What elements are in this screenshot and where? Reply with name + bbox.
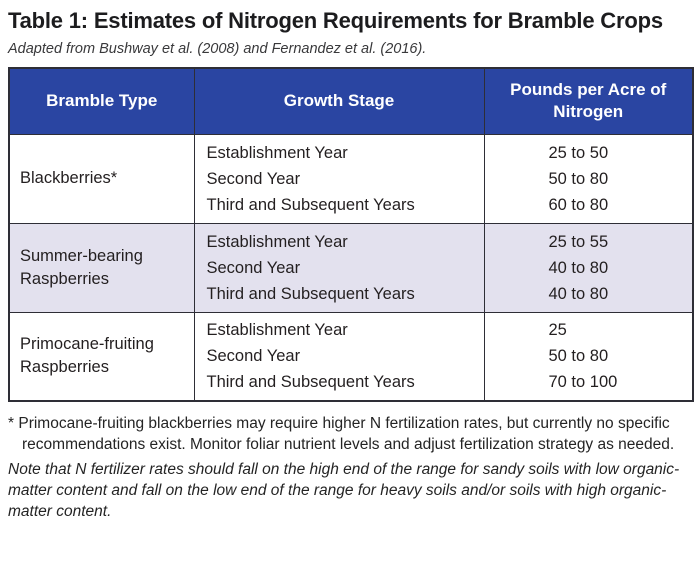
growth-stage-line: Establishment Year	[206, 321, 348, 340]
asterisk-footnote-text: Primocane-fruiting blackberries may requ…	[18, 415, 675, 453]
table-title: Table 1: Estimates of Nitrogen Requireme…	[8, 8, 663, 33]
page: Table 1: Estimates of Nitrogen Requireme…	[8, 8, 698, 522]
table-header-row: Bramble Type Growth Stage Pounds per Acr…	[8, 67, 694, 135]
nitrogen-requirements-table: Bramble Type Growth Stage Pounds per Acr…	[8, 67, 694, 402]
table-row: Primocane-fruiting Raspberries Establish…	[8, 311, 694, 402]
growth-stage-line: Third and Subsequent Years	[206, 373, 415, 392]
growth-stage-line: Second Year	[206, 347, 301, 366]
table-source-citation: Adapted from Bushway et al. (2008) and F…	[8, 41, 427, 57]
growth-stage-line: Second Year	[206, 258, 301, 277]
nitrogen-value-line: 40 to 80	[548, 284, 609, 303]
growth-stage-cell: Establishment Year Second Year Third and…	[193, 133, 485, 224]
bramble-type-cell: Primocane-fruiting Raspberries	[8, 311, 195, 402]
growth-stage-line: Establishment Year	[206, 143, 348, 162]
bramble-type-cell: Summer-bearing Raspberries	[8, 222, 195, 313]
soil-note: Note that N fertilizer rates should fall…	[8, 461, 680, 520]
growth-stage-line: Establishment Year	[206, 232, 348, 251]
nitrogen-value-line: 25 to 55	[548, 232, 609, 251]
nitrogen-value-cell: 25 to 50 50 to 80 60 to 80	[483, 133, 694, 224]
nitrogen-value-line: 70 to 100	[548, 373, 618, 392]
asterisk-footnote: * Primocane-fruiting blackberries may re…	[8, 413, 698, 455]
asterisk-marker: *	[8, 415, 15, 432]
table-notes: * Primocane-fruiting blackberries may re…	[8, 413, 698, 522]
growth-stage-line: Second Year	[206, 169, 301, 188]
nitrogen-value-line: 25 to 50	[548, 143, 609, 162]
nitrogen-value-line: 50 to 80	[548, 347, 609, 366]
nitrogen-value-cell: 25 50 to 80 70 to 100	[483, 311, 694, 402]
table-row: Summer-bearing Raspberries Establishment…	[8, 222, 694, 313]
bramble-type-cell: Blackberries*	[8, 133, 195, 224]
column-header-pounds-per-acre: Pounds per Acre of Nitrogen	[483, 67, 694, 135]
nitrogen-value-cell: 25 to 55 40 to 80 40 to 80	[483, 222, 694, 313]
growth-stage-cell: Establishment Year Second Year Third and…	[193, 222, 485, 313]
growth-stage-line: Third and Subsequent Years	[206, 195, 415, 214]
nitrogen-value-line: 60 to 80	[548, 195, 609, 214]
column-header-growth-stage: Growth Stage	[193, 67, 485, 135]
column-header-bramble-type: Bramble Type	[8, 67, 195, 135]
table-row: Blackberries* Establishment Year Second …	[8, 133, 694, 224]
nitrogen-value-line: 40 to 80	[548, 258, 609, 277]
growth-stage-line: Third and Subsequent Years	[206, 284, 415, 303]
nitrogen-value-line: 50 to 80	[548, 169, 609, 188]
nitrogen-value-line: 25	[548, 321, 567, 340]
growth-stage-cell: Establishment Year Second Year Third and…	[193, 311, 485, 402]
